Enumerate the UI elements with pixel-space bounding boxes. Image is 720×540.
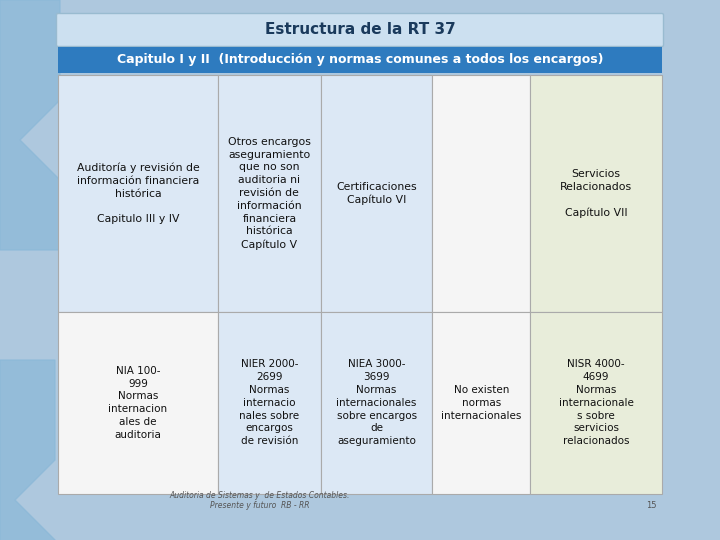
Text: NISR 4000-
4699
Normas
internacionale
s sobre
servicios
relacionados: NISR 4000- 4699 Normas internacionale s … (559, 360, 634, 446)
Text: Estructura de la RT 37: Estructura de la RT 37 (265, 23, 455, 37)
Bar (531, 75, 662, 312)
Polygon shape (0, 360, 55, 540)
Text: NIER 2000-
2699
Normas
internacio
nales sobre
encargos
de revisión: NIER 2000- 2699 Normas internacio nales … (239, 360, 300, 446)
Text: Auditoria de Sistemas y  de Estados Contables.
Presente y futuro  RB - RR: Auditoria de Sistemas y de Estados Conta… (170, 491, 350, 510)
Bar (218, 312, 320, 494)
Text: NIEA 3000-
3699
Normas
internacionales
sobre encargos
de
aseguramiento: NIEA 3000- 3699 Normas internacionales s… (336, 360, 417, 446)
Text: No existen
normas
internacionales: No existen normas internacionales (441, 385, 521, 421)
Text: Otros encargos
aseguramiento
que no son
auditoria ni
revisión de
información
fin: Otros encargos aseguramiento que no son … (228, 137, 311, 250)
Text: Certificaciones
Capítulo VI: Certificaciones Capítulo VI (336, 181, 417, 205)
Bar (58, 47, 662, 73)
Text: Capitulo I y II  (Introducción y normas comunes a todos los encargos): Capitulo I y II (Introducción y normas c… (117, 53, 603, 66)
Bar (320, 75, 433, 312)
Bar (58, 312, 218, 494)
Bar (433, 312, 531, 494)
Polygon shape (0, 0, 60, 250)
Bar (531, 312, 662, 494)
Bar (433, 75, 531, 312)
Text: NIA 100-
999
Normas
internacion
ales de
auditoria: NIA 100- 999 Normas internacion ales de … (109, 366, 168, 440)
Bar (58, 75, 218, 312)
Bar (320, 312, 433, 494)
FancyBboxPatch shape (56, 14, 664, 46)
Bar (218, 75, 320, 312)
Text: Servicios
Relacionados

Capítulo VII: Servicios Relacionados Capítulo VII (560, 169, 632, 218)
Text: 15: 15 (647, 501, 657, 510)
Text: Auditoría y revisión de
información financiera
histórica

Capitulo III y IV: Auditoría y revisión de información fina… (76, 163, 199, 224)
